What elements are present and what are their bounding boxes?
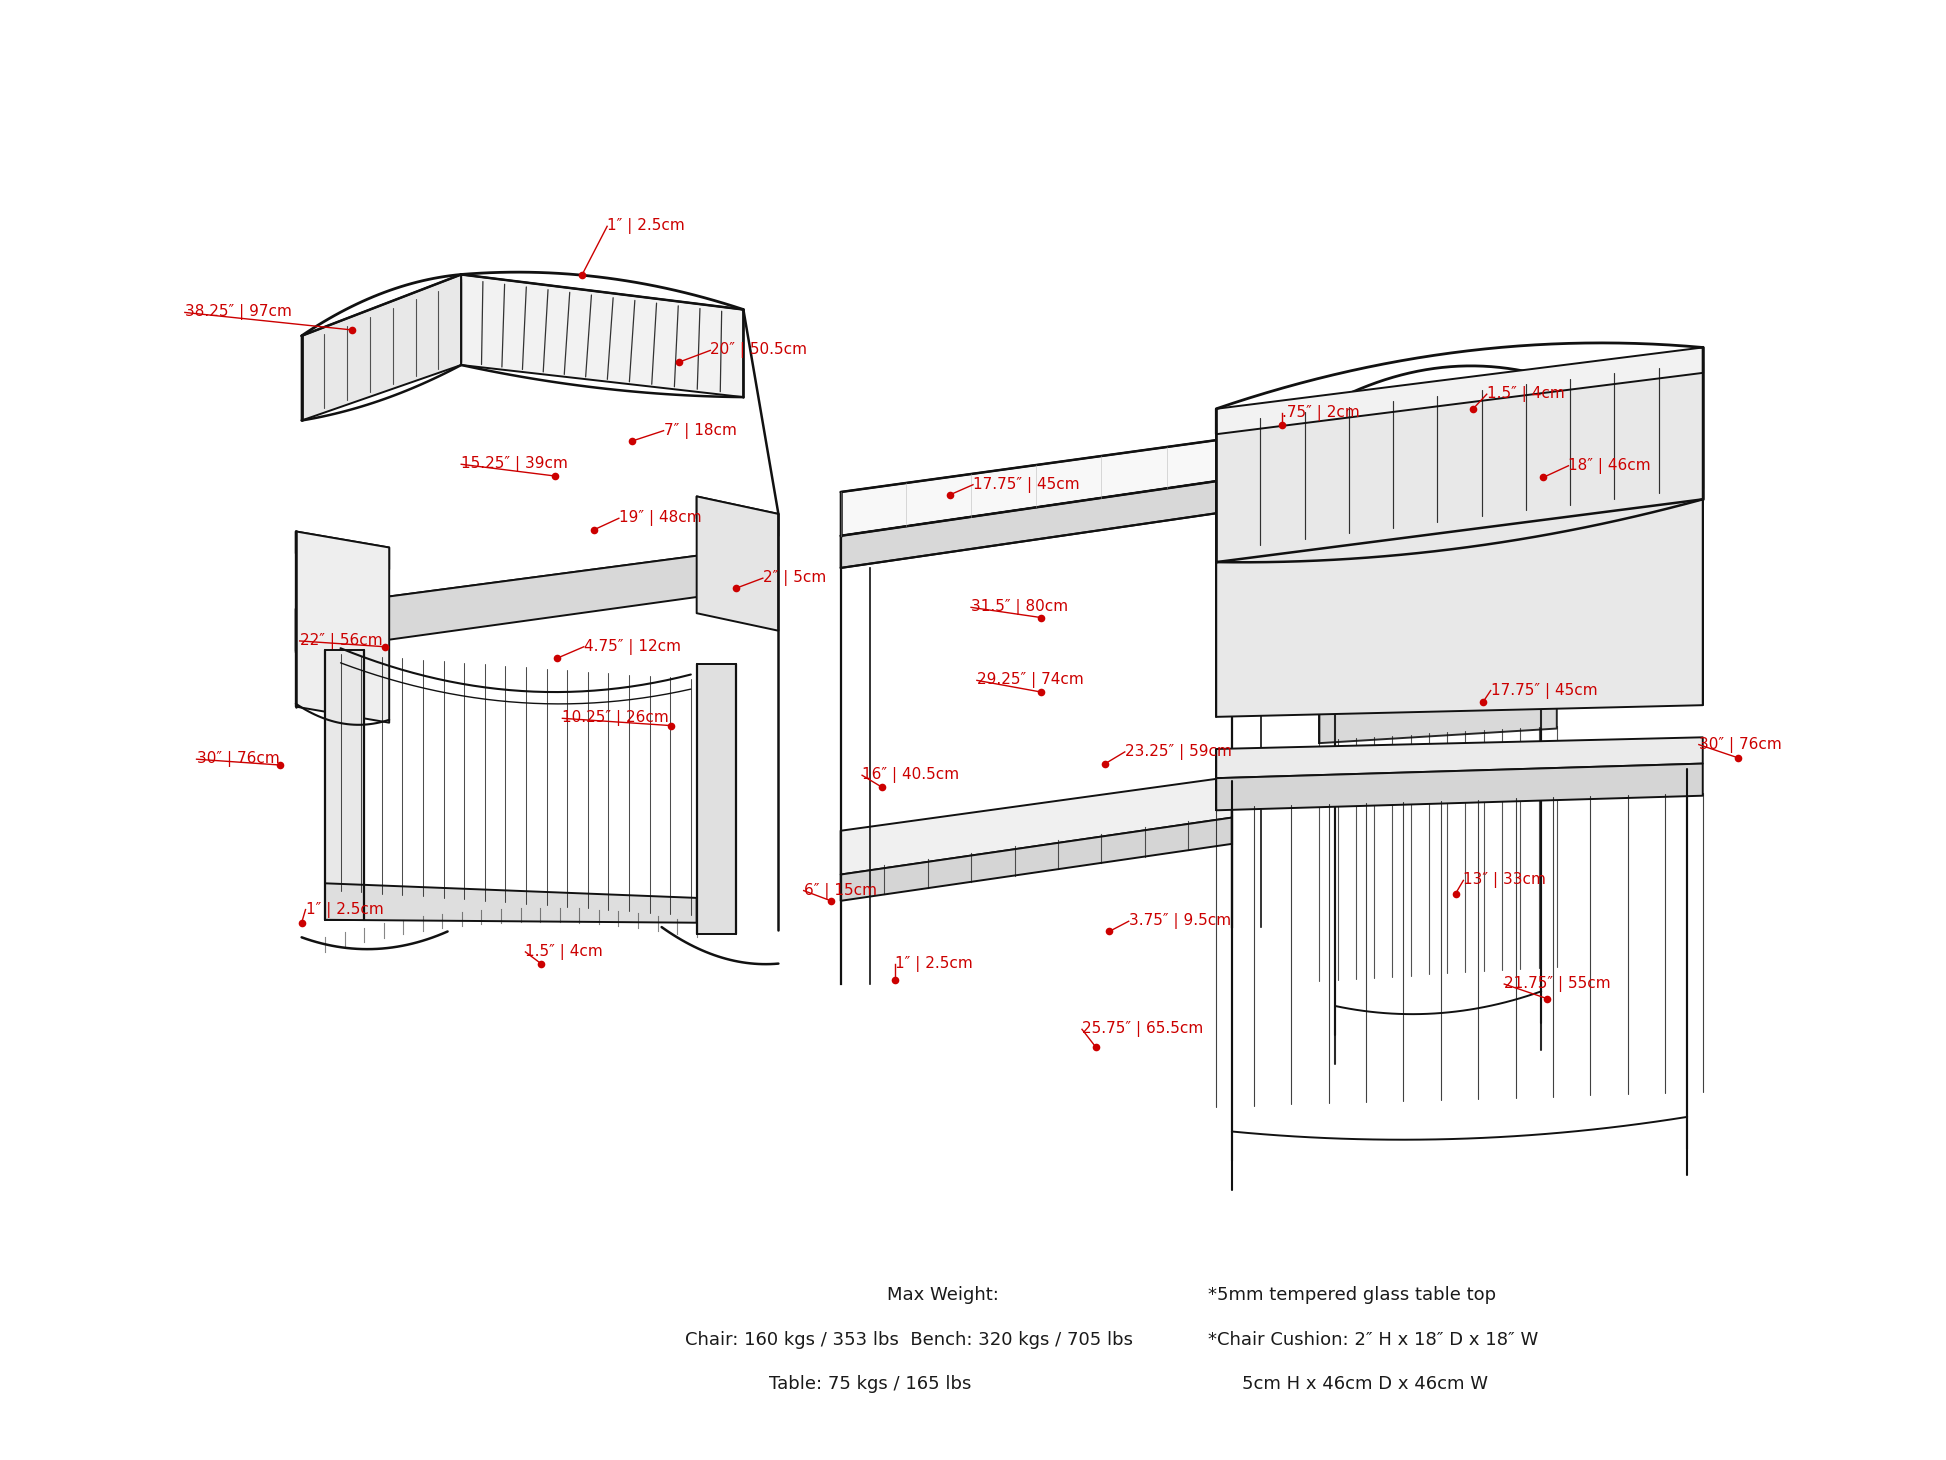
Text: 7″ | 18cm: 7″ | 18cm — [664, 423, 736, 438]
Text: 6″ | 15cm: 6″ | 15cm — [804, 883, 878, 898]
Polygon shape — [325, 883, 697, 923]
Text: 1″ | 2.5cm: 1″ | 2.5cm — [895, 956, 973, 971]
Polygon shape — [1319, 696, 1557, 743]
Polygon shape — [296, 548, 759, 651]
Polygon shape — [841, 479, 1232, 568]
Text: Max Weight:: Max Weight: — [887, 1286, 998, 1304]
Polygon shape — [296, 531, 389, 569]
Text: *5mm tempered glass table top: *5mm tempered glass table top — [1208, 1286, 1496, 1304]
Text: 15.25″ | 39cm: 15.25″ | 39cm — [461, 457, 568, 472]
Text: 25.75″ | 65.5cm: 25.75″ | 65.5cm — [1082, 1022, 1203, 1037]
Polygon shape — [697, 664, 736, 934]
Text: Table: 75 kgs / 165 lbs: Table: 75 kgs / 165 lbs — [769, 1375, 971, 1393]
Text: 23.25″ | 59cm: 23.25″ | 59cm — [1125, 745, 1232, 759]
Text: 17.75″ | 45cm: 17.75″ | 45cm — [1491, 683, 1598, 698]
Text: 21.75″ | 55cm: 21.75″ | 55cm — [1504, 977, 1611, 991]
Polygon shape — [1319, 380, 1557, 529]
Text: 38.25″ | 97cm: 38.25″ | 97cm — [185, 305, 292, 320]
Polygon shape — [296, 531, 389, 723]
Polygon shape — [1216, 372, 1703, 717]
Text: 3.75″ | 9.5cm: 3.75″ | 9.5cm — [1129, 914, 1230, 929]
Polygon shape — [302, 274, 461, 420]
Text: *Chair Cushion: 2″ H x 18″ D x 18″ W: *Chair Cushion: 2″ H x 18″ D x 18″ W — [1208, 1332, 1539, 1349]
Polygon shape — [697, 496, 778, 536]
Polygon shape — [1216, 737, 1703, 778]
Polygon shape — [1216, 347, 1703, 562]
Text: 13″ | 33cm: 13″ | 33cm — [1463, 873, 1547, 888]
Text: 30″ | 76cm: 30″ | 76cm — [1699, 737, 1783, 752]
Polygon shape — [841, 777, 1232, 875]
Polygon shape — [697, 496, 778, 631]
Text: 10.25″ | 26cm: 10.25″ | 26cm — [562, 711, 669, 726]
Polygon shape — [1319, 670, 1557, 711]
Polygon shape — [1216, 764, 1703, 810]
Text: 1″ | 2.5cm: 1″ | 2.5cm — [306, 902, 383, 917]
Text: 31.5″ | 80cm: 31.5″ | 80cm — [971, 600, 1068, 615]
Text: 1″ | 2.5cm: 1″ | 2.5cm — [607, 219, 685, 234]
Text: 4.75″ | 12cm: 4.75″ | 12cm — [584, 639, 681, 654]
Text: 30″ | 76cm: 30″ | 76cm — [197, 752, 280, 766]
Polygon shape — [1319, 404, 1557, 650]
Polygon shape — [461, 274, 743, 397]
Text: .75″ | 2cm: .75″ | 2cm — [1282, 406, 1360, 420]
Text: 18″ | 46cm: 18″ | 46cm — [1568, 458, 1650, 473]
Text: Chair: 160 kgs / 353 lbs  Bench: 320 kgs / 705 lbs: Chair: 160 kgs / 353 lbs Bench: 320 kgs … — [685, 1332, 1133, 1349]
Text: 2″ | 5cm: 2″ | 5cm — [763, 571, 827, 585]
Text: 1.5″ | 4cm: 1.5″ | 4cm — [525, 945, 603, 959]
Polygon shape — [296, 548, 759, 653]
Polygon shape — [325, 650, 364, 920]
Text: 17.75″ | 45cm: 17.75″ | 45cm — [973, 477, 1080, 492]
Text: 22″ | 56cm: 22″ | 56cm — [300, 634, 381, 648]
Text: 20″ | 50.5cm: 20″ | 50.5cm — [710, 343, 808, 358]
Text: 1.5″ | 4cm: 1.5″ | 4cm — [1487, 387, 1565, 402]
Polygon shape — [841, 818, 1232, 901]
Text: 16″ | 40.5cm: 16″ | 40.5cm — [862, 768, 959, 783]
Text: 29.25″ | 74cm: 29.25″ | 74cm — [977, 673, 1084, 688]
Text: 5cm H x 46cm D x 46cm W: 5cm H x 46cm D x 46cm W — [1242, 1375, 1487, 1393]
Text: 19″ | 48cm: 19″ | 48cm — [619, 511, 701, 526]
Polygon shape — [841, 438, 1232, 536]
